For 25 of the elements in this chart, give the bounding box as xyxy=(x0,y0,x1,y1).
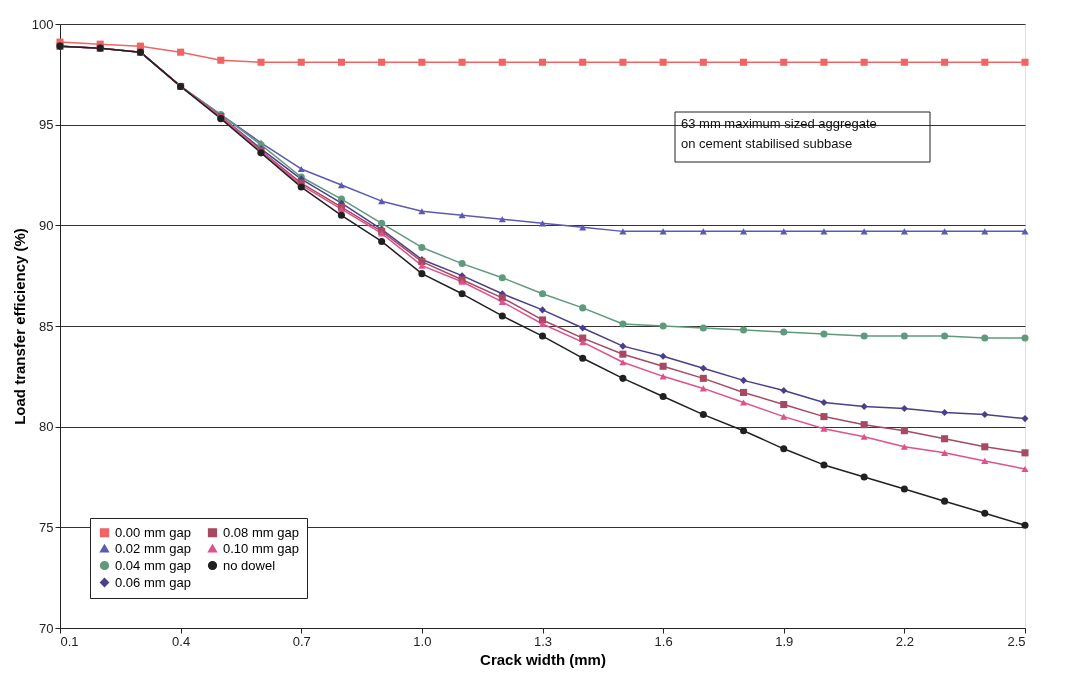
legend-label: no dowel xyxy=(223,557,276,573)
x-tick-label: 1.6 xyxy=(654,633,673,649)
x-tick-label: 0.1 xyxy=(60,633,79,649)
x-tick-label: 2.2 xyxy=(895,633,914,649)
y-axis-title: Load transfer efficiency (%) xyxy=(10,228,28,425)
x-tick-label: 1.0 xyxy=(413,633,432,649)
y-tick-label: 100 xyxy=(31,16,54,32)
legend-label: 0.04 mm gap xyxy=(115,557,191,573)
x-tick-label: 1.3 xyxy=(533,633,553,649)
y-tick-label: 80 xyxy=(39,419,54,435)
legend-label: 0.10 mm gap xyxy=(223,540,299,556)
legend-label: 0.08 mm gap xyxy=(223,524,299,540)
y-tick-label: 85 xyxy=(39,318,54,334)
y-tick-label: 70 xyxy=(39,620,54,636)
legend-label: 0.06 mm gap xyxy=(115,574,191,590)
x-tick-label: 1.9 xyxy=(775,633,794,649)
y-tick-label: 95 xyxy=(39,117,54,133)
x-tick-label: 0.7 xyxy=(292,633,311,649)
x-axis-title: Crack width (mm) xyxy=(480,650,606,668)
y-tick-label: 75 xyxy=(39,519,54,535)
y-tick-label: 90 xyxy=(39,217,54,233)
legend-label: 0.00 mm gap xyxy=(115,524,191,540)
x-tick-label: 2.5 xyxy=(1007,633,1026,649)
x-tick-label: 0.4 xyxy=(172,633,191,649)
legend-label: 0.02 mm gap xyxy=(115,540,191,556)
